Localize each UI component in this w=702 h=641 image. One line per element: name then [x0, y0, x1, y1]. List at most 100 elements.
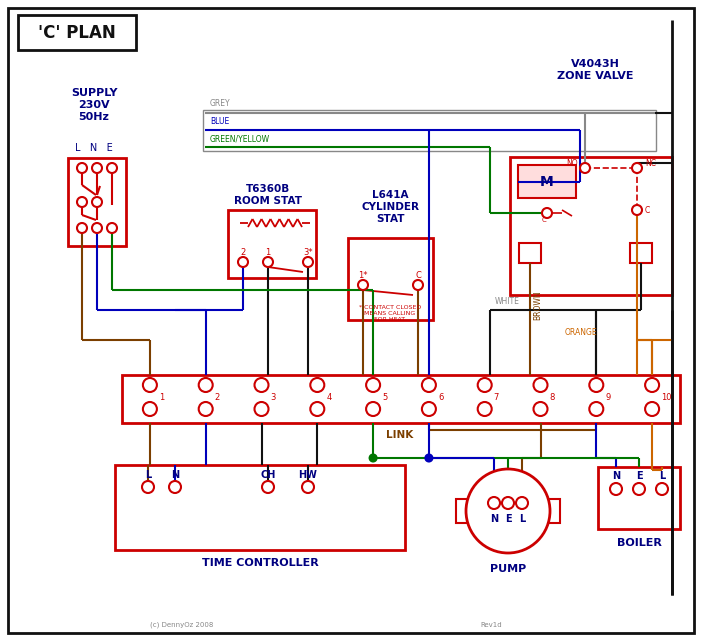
Circle shape	[422, 402, 436, 416]
Circle shape	[92, 223, 102, 233]
Text: L: L	[659, 471, 665, 481]
Bar	[348, 238, 433, 320]
Circle shape	[310, 402, 324, 416]
Text: 1*: 1*	[358, 271, 368, 279]
Text: 8: 8	[550, 392, 555, 401]
Text: 3: 3	[270, 392, 276, 401]
Text: BROWN: BROWN	[533, 290, 542, 320]
Text: 1: 1	[265, 247, 271, 256]
Circle shape	[610, 483, 622, 495]
Text: L641A
CYLINDER
STAT: L641A CYLINDER STAT	[361, 190, 419, 224]
Bar	[115, 465, 405, 550]
Text: CH: CH	[260, 470, 276, 480]
Text: 4: 4	[326, 392, 331, 401]
Circle shape	[580, 163, 590, 173]
Circle shape	[169, 481, 181, 493]
Bar	[122, 375, 680, 423]
Circle shape	[534, 378, 548, 392]
Circle shape	[632, 205, 642, 215]
Circle shape	[516, 497, 528, 509]
Text: GREY: GREY	[210, 99, 231, 108]
Circle shape	[77, 223, 87, 233]
Circle shape	[645, 378, 659, 392]
Text: * CONTACT CLOSED
MEANS CALLING
FOR HEAT: * CONTACT CLOSED MEANS CALLING FOR HEAT	[359, 305, 421, 322]
Circle shape	[534, 402, 548, 416]
Text: TIME CONTROLLER: TIME CONTROLLER	[201, 558, 319, 568]
Circle shape	[238, 257, 248, 267]
Text: HW: HW	[298, 470, 317, 480]
Text: SUPPLY
230V
50Hz: SUPPLY 230V 50Hz	[71, 88, 117, 122]
Circle shape	[589, 378, 603, 392]
Text: 7: 7	[494, 392, 499, 401]
Circle shape	[107, 163, 117, 173]
Circle shape	[366, 402, 380, 416]
Circle shape	[310, 378, 324, 392]
Text: N: N	[171, 470, 179, 480]
Circle shape	[542, 208, 552, 218]
Circle shape	[366, 378, 380, 392]
Text: GREEN/YELLOW: GREEN/YELLOW	[210, 134, 270, 143]
Bar	[510, 157, 672, 295]
Circle shape	[632, 163, 642, 173]
Text: 1: 1	[159, 392, 164, 401]
Bar	[456, 499, 470, 523]
Text: (c) DennyOz 2008: (c) DennyOz 2008	[150, 622, 213, 628]
Text: 6: 6	[438, 392, 443, 401]
Circle shape	[477, 402, 491, 416]
Circle shape	[142, 481, 154, 493]
Circle shape	[199, 402, 213, 416]
Text: N: N	[612, 471, 620, 481]
Circle shape	[466, 469, 550, 553]
Text: 'C' PLAN: 'C' PLAN	[38, 24, 116, 42]
Circle shape	[358, 280, 368, 290]
Circle shape	[262, 481, 274, 493]
Text: L: L	[519, 514, 525, 524]
Text: 9: 9	[605, 392, 611, 401]
Text: N: N	[490, 514, 498, 524]
Text: ORANGE: ORANGE	[565, 328, 597, 337]
Text: WHITE: WHITE	[495, 297, 520, 306]
Text: 10: 10	[661, 392, 672, 401]
Text: E: E	[505, 514, 511, 524]
Text: NO: NO	[567, 158, 578, 167]
Circle shape	[645, 402, 659, 416]
Bar	[519, 243, 541, 263]
Text: C: C	[415, 271, 421, 279]
Circle shape	[143, 378, 157, 392]
Text: T6360B
ROOM STAT: T6360B ROOM STAT	[234, 184, 302, 206]
Text: BLUE: BLUE	[210, 117, 230, 126]
Text: BOILER: BOILER	[616, 538, 661, 548]
Bar	[518, 165, 576, 198]
Circle shape	[502, 497, 514, 509]
Circle shape	[92, 197, 102, 207]
Bar	[630, 243, 652, 263]
Text: 2: 2	[240, 247, 246, 256]
Text: L: L	[145, 470, 151, 480]
Circle shape	[303, 257, 313, 267]
Circle shape	[263, 257, 273, 267]
Bar	[18, 15, 136, 50]
Text: M: M	[540, 175, 554, 189]
Circle shape	[92, 163, 102, 173]
Bar	[598, 467, 680, 529]
Circle shape	[425, 454, 432, 462]
Circle shape	[255, 402, 268, 416]
Text: Rev1d: Rev1d	[480, 622, 502, 628]
Text: PUMP: PUMP	[490, 564, 526, 574]
Text: V4043H
ZONE VALVE: V4043H ZONE VALVE	[557, 59, 633, 81]
Circle shape	[143, 402, 157, 416]
Text: 5: 5	[382, 392, 388, 401]
Text: C: C	[645, 206, 650, 215]
Circle shape	[77, 163, 87, 173]
Circle shape	[77, 197, 87, 207]
Circle shape	[633, 483, 645, 495]
Circle shape	[589, 402, 603, 416]
Bar	[228, 210, 316, 278]
Circle shape	[255, 378, 268, 392]
Circle shape	[199, 378, 213, 392]
Circle shape	[107, 223, 117, 233]
Bar	[546, 499, 560, 523]
Text: NC: NC	[645, 158, 656, 167]
Circle shape	[422, 378, 436, 392]
Circle shape	[477, 378, 491, 392]
